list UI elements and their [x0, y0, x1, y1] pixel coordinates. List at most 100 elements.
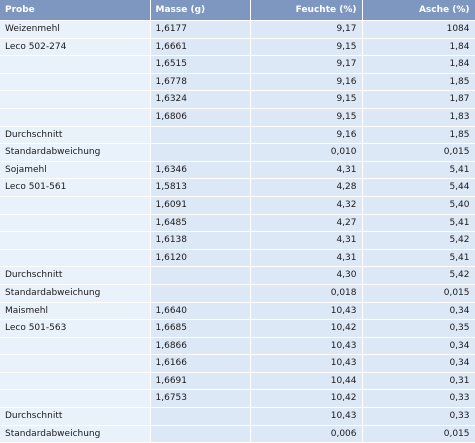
- probe-cell: [0, 389, 151, 409]
- asche-cell: 5,44: [362, 178, 475, 197]
- feuchte-cell: 4,27: [250, 214, 363, 233]
- table-row: 1,6806 9,15 1,83: [0, 108, 475, 127]
- mean-row-label: Durchschnitt: [0, 126, 151, 145]
- masse-cell: [150, 407, 251, 426]
- header-feuchte: Feuchte (%): [250, 0, 363, 21]
- probe-cell: [0, 214, 151, 233]
- asche-cell: 5,41: [362, 249, 475, 268]
- masse-cell: 1,6324: [150, 90, 251, 109]
- asche-cell: 0,33: [362, 407, 475, 426]
- asche-cell: 0,015: [362, 425, 475, 443]
- feuchte-cell: 0,006: [250, 425, 363, 443]
- feuchte-cell: 9,15: [250, 108, 363, 127]
- feuchte-cell: 9,17: [250, 20, 363, 39]
- table-body: Weizenmehl 1,6177 9,17 1084 Leco 502-274 1,66…: [0, 20, 475, 443]
- asche-cell: 1,87: [362, 90, 475, 109]
- asche-cell: 0,34: [362, 337, 475, 356]
- masse-cell: 1,6485: [150, 214, 251, 233]
- asche-cell: 1,85: [362, 73, 475, 92]
- mean-row: Durchschnitt 9,16 1,85: [0, 126, 475, 145]
- masse-cell: 1,6515: [150, 55, 251, 74]
- asche-cell: 1084: [362, 20, 475, 39]
- asche-cell: 0,31: [362, 372, 475, 391]
- table-row: 1,6166 10,43 0,34: [0, 354, 475, 373]
- feuchte-cell: 9,17: [250, 55, 363, 74]
- masse-cell: 1,6166: [150, 354, 251, 373]
- probe-cell: [0, 90, 151, 109]
- mean-row-label: Durchschnitt: [0, 266, 151, 285]
- feuchte-cell: 4,28: [250, 178, 363, 197]
- feuchte-cell: 10,42: [250, 389, 363, 409]
- asche-cell: 1,84: [362, 38, 475, 57]
- asche-cell: 0,34: [362, 354, 475, 373]
- feuchte-cell: 10,43: [250, 302, 363, 321]
- feuchte-cell: 10,44: [250, 372, 363, 391]
- probe-cell: Weizenmehl: [0, 20, 151, 39]
- header-masse: Masse (g): [150, 0, 251, 21]
- sd-row-label: Standardabweichung: [0, 284, 151, 303]
- table-row: 1,6691 10,44 0,31: [0, 372, 475, 391]
- feuchte-cell: 4,31: [250, 231, 363, 250]
- probe-cell: [0, 249, 151, 268]
- feuchte-cell: 4,31: [250, 161, 363, 180]
- probe-cell: [0, 372, 151, 391]
- probe-cell: [0, 73, 151, 92]
- asche-cell: 5,41: [362, 214, 475, 233]
- masse-cell: [150, 126, 251, 145]
- masse-cell: [150, 266, 251, 285]
- sd-row-label: Standardabweichung: [0, 143, 151, 162]
- masse-cell: 1,5813: [150, 178, 251, 197]
- sd-row: Standardabweichung 0,018 0,015: [0, 284, 475, 303]
- probe-cell: [0, 231, 151, 250]
- sd-row-label: Standardabweichung: [0, 425, 151, 443]
- asche-cell: 0,015: [362, 143, 475, 162]
- feuchte-cell: 4,30: [250, 266, 363, 285]
- feuchte-cell: 0,010: [250, 143, 363, 162]
- sd-row: Standardabweichung 0,010 0,015: [0, 143, 475, 162]
- feuchte-cell: 10,43: [250, 337, 363, 356]
- masse-cell: [150, 143, 251, 162]
- probe-cell: [0, 55, 151, 74]
- masse-cell: 1,6138: [150, 231, 251, 250]
- feuchte-cell: 4,31: [250, 249, 363, 268]
- asche-cell: 5,41: [362, 161, 475, 180]
- masse-cell: 1,6778: [150, 73, 251, 92]
- table-row: 1,6138 4,31 5,42: [0, 231, 475, 250]
- table-row: 1,6866 10,43 0,34: [0, 337, 475, 356]
- asche-cell: 0,35: [362, 319, 475, 338]
- asche-cell: 5,40: [362, 196, 475, 215]
- header-row: Probe Masse (g) Feuchte (%) Asche (%): [0, 0, 475, 21]
- masse-cell: 1,6177: [150, 20, 251, 39]
- masse-cell: 1,6346: [150, 161, 251, 180]
- table-header: Probe Masse (g) Feuchte (%) Asche (%): [0, 0, 475, 21]
- feuchte-cell: 9,16: [250, 126, 363, 145]
- masse-cell: 1,6806: [150, 108, 251, 127]
- probe-cell: Leco 502-274: [0, 38, 151, 57]
- asche-cell: 1,85: [362, 126, 475, 145]
- probe-cell: Leco 501-563: [0, 319, 151, 338]
- masse-cell: 1,6661: [150, 38, 251, 57]
- masse-cell: 1,6753: [150, 389, 251, 409]
- table-row: Sojamehl 1,6346 4,31 5,41: [0, 161, 475, 180]
- probe-cell: [0, 196, 151, 215]
- masse-cell: [150, 425, 251, 443]
- mean-row-label: Durchschnitt: [0, 407, 151, 426]
- table-row: 1,6753 10,42 0,33: [0, 389, 475, 409]
- mean-row: Durchschnitt 4,30 5,42: [0, 266, 475, 285]
- asche-cell: 5,42: [362, 231, 475, 250]
- feuchte-cell: 10,43: [250, 354, 363, 373]
- probe-cell: [0, 354, 151, 373]
- table-row: 1,6515 9,17 1,84: [0, 55, 475, 74]
- feuchte-cell: 9,15: [250, 90, 363, 109]
- asche-cell: 5,42: [362, 266, 475, 285]
- probe-cell: [0, 108, 151, 127]
- masse-cell: 1,6691: [150, 372, 251, 391]
- probe-cell: Leco 501-561: [0, 178, 151, 197]
- header-asche: Asche (%): [362, 0, 475, 21]
- masse-cell: [150, 284, 251, 303]
- masse-cell: 1,6640: [150, 302, 251, 321]
- table-row: Leco 502-274 1,6661 9,15 1,84: [0, 38, 475, 57]
- asche-cell: 1,83: [362, 108, 475, 127]
- table-row: Weizenmehl 1,6177 9,17 1084: [0, 20, 475, 39]
